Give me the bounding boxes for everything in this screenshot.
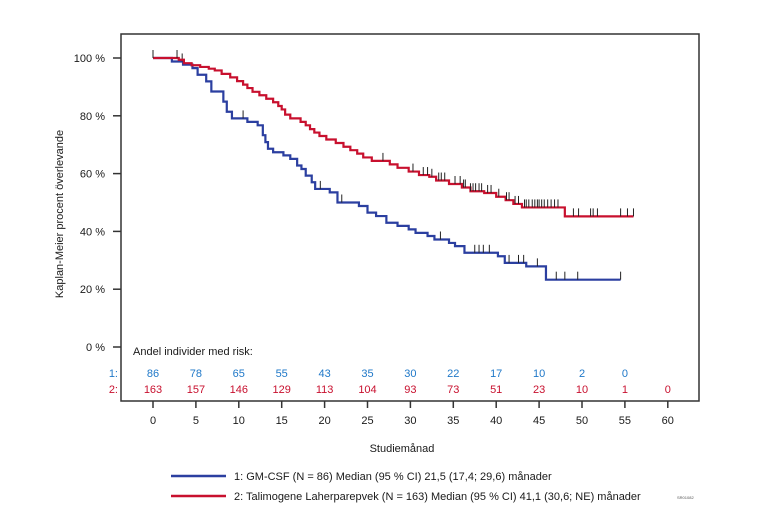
legend: 1: GM-CSF (N = 86) Median (95 % CI) 21,5… xyxy=(171,471,641,503)
risk-count: 157 xyxy=(187,384,205,396)
risk-count: 22 xyxy=(447,368,459,380)
risk-count: 30 xyxy=(404,368,416,380)
y-tick-label: 100 % xyxy=(74,53,105,65)
risk-table: Andel individer med risk: 1: 86 78 65 55 43 35… xyxy=(109,346,671,396)
y-tick-label: 60 % xyxy=(80,169,105,181)
x-tick-label: 35 xyxy=(447,415,459,427)
risk-count: 163 xyxy=(144,384,162,396)
risk-count: 51 xyxy=(490,384,502,396)
legend-entry-label: 1: GM-CSF (N = 86) Median (95 % CI) 21,5… xyxy=(234,471,552,483)
risk-count: 146 xyxy=(230,384,248,396)
risk-count: 10 xyxy=(576,384,588,396)
survival-curve-1 xyxy=(153,56,621,281)
risk-count: 10 xyxy=(533,368,545,380)
y-axis-label: Kaplan-Meier procent överlevande xyxy=(54,130,66,298)
x-axis: 0 5 10 15 20 25 30 35 40 45 50 55 60 xyxy=(150,401,674,427)
risk-count: 129 xyxy=(273,384,291,396)
risk-count: 0 xyxy=(622,368,628,380)
x-tick-label: 60 xyxy=(662,415,674,427)
risk-row-label: 1: xyxy=(109,368,118,380)
x-tick-label: 50 xyxy=(576,415,588,427)
y-axis: 0 % 20 % 40 % 60 % 80 % 100 % xyxy=(74,53,121,354)
x-tick-label: 20 xyxy=(318,415,330,427)
x-tick-label: 25 xyxy=(361,415,373,427)
x-axis-label: Studiemånad xyxy=(370,443,435,455)
risk-count: 23 xyxy=(533,384,545,396)
risk-count: 2 xyxy=(579,368,585,380)
y-tick-label: 20 % xyxy=(80,284,105,296)
risk-count: 113 xyxy=(316,384,334,396)
x-tick-label: 40 xyxy=(490,415,502,427)
risk-count: 55 xyxy=(276,368,288,380)
risk-table-title: Andel individer med risk: xyxy=(133,346,253,358)
risk-count: 43 xyxy=(318,368,330,380)
y-tick-label: 40 % xyxy=(80,226,105,238)
risk-count: 93 xyxy=(404,384,416,396)
x-tick-label: 55 xyxy=(619,415,631,427)
x-tick-label: 0 xyxy=(150,415,156,427)
survival-curve-2 xyxy=(153,56,634,218)
risk-count: 1 xyxy=(622,384,628,396)
survival-curves xyxy=(152,50,634,281)
x-tick-label: 15 xyxy=(276,415,288,427)
y-tick-label: 80 % xyxy=(80,111,105,123)
legend-entry-label: 2: Talimogene Laherparepvek (N = 163) Me… xyxy=(234,491,641,503)
risk-count: 104 xyxy=(358,384,376,396)
figure-code: SR01082 xyxy=(677,495,694,500)
x-tick-label: 30 xyxy=(404,415,416,427)
risk-count: 17 xyxy=(490,368,502,380)
x-tick-label: 10 xyxy=(233,415,245,427)
risk-count: 0 xyxy=(665,384,671,396)
risk-count: 73 xyxy=(447,384,459,396)
risk-count: 78 xyxy=(190,368,202,380)
x-tick-label: 5 xyxy=(193,415,199,427)
risk-count: 35 xyxy=(361,368,373,380)
y-tick-label: 0 % xyxy=(86,342,105,354)
risk-row-label: 2: xyxy=(109,384,118,396)
x-tick-label: 45 xyxy=(533,415,545,427)
risk-count: 65 xyxy=(233,368,245,380)
risk-count: 86 xyxy=(147,368,159,380)
